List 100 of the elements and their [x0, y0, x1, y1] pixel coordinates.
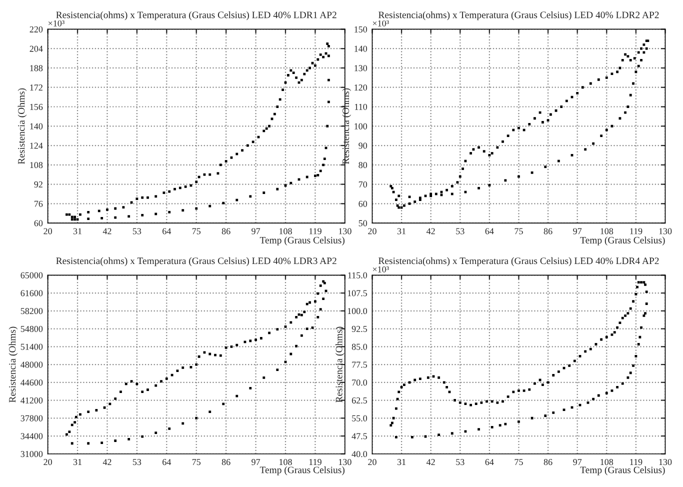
text: ×10³ [48, 20, 64, 26]
y-tick-label: 40.0 [352, 451, 368, 458]
point [87, 218, 90, 220]
x-tick-label: 130 [659, 459, 672, 466]
point [300, 314, 303, 316]
point [592, 142, 595, 145]
x-tick-label: 75 [514, 228, 523, 234]
point [128, 438, 130, 440]
point [168, 210, 171, 214]
y-tick-label: 140 [30, 123, 43, 130]
x-tick-label: 42 [102, 459, 112, 466]
chart-title: Resistencia(ohms) x Temperatura (Graus Celsius) LED 40% LDR3 AP2 [56, 257, 336, 266]
point [552, 411, 555, 414]
point [219, 354, 222, 357]
point [276, 328, 279, 331]
x-tick-label: 75 [192, 459, 201, 466]
point [303, 310, 306, 314]
x-tick-label: 119 [630, 459, 642, 466]
y-tick-label: 47.5 [352, 433, 368, 440]
x-tick-label: 42 [102, 228, 112, 234]
point [292, 72, 295, 74]
y-tick-label: 61600 [20, 290, 43, 296]
point [87, 410, 90, 414]
x-tick-label: 42 [426, 228, 435, 234]
point [219, 164, 222, 166]
point [100, 442, 104, 444]
y-tick-label: 204 [30, 46, 43, 52]
point [319, 308, 322, 311]
point [323, 158, 326, 160]
x-tick-label: 86 [544, 228, 552, 234]
point [629, 372, 632, 374]
point [530, 171, 534, 174]
point [584, 148, 587, 151]
point [642, 314, 646, 317]
x-tick-label: 31 [397, 228, 406, 234]
text: ×10³ [372, 266, 389, 272]
point [236, 344, 238, 346]
y-tick-label: 76 [34, 200, 43, 207]
point [70, 442, 74, 445]
y-tick-label: 172 [30, 84, 42, 90]
point [645, 47, 648, 50]
point [224, 346, 228, 349]
text: ×10³ [372, 20, 389, 26]
point [316, 174, 320, 176]
point [114, 397, 117, 400]
x-tick-label: 119 [630, 228, 642, 234]
point [249, 195, 252, 198]
y-tick-label: 100.0 [348, 308, 368, 314]
x-tick-label: 42 [426, 459, 435, 466]
y-tick-label: 110 [354, 104, 368, 110]
y-tick-label: 108 [30, 162, 43, 168]
x-tick-label: 31 [73, 459, 82, 466]
y-tick-label: 124 [30, 142, 43, 149]
y-tick-label: 92 [34, 181, 42, 188]
y-tick-label: 150 [354, 26, 368, 32]
x-tick-label: 75 [192, 228, 201, 234]
point [198, 355, 200, 358]
point [530, 416, 534, 420]
chart-title: Resistencia(ohms) x Temperatura (Graus Celsius) LED 40% LDR4 AP2 [378, 257, 659, 266]
y-axis-title: Resistencia (Ohms) [342, 88, 352, 164]
point [87, 210, 90, 214]
point [306, 69, 308, 72]
point [504, 422, 507, 426]
point [141, 214, 144, 216]
x-tick-label: 86 [544, 459, 552, 466]
point [252, 140, 254, 144]
point [114, 216, 117, 219]
x-tick-label: 86 [222, 459, 230, 466]
x-tick-label: 119 [309, 459, 322, 466]
chart-title: Resistencia(ohms) x Temperatura (Graus Celsius) LED 40% LDR1 AP2 [56, 11, 336, 20]
x-tick-label: 97 [252, 228, 260, 234]
y-tick-label: 188 [30, 65, 43, 72]
point [222, 402, 225, 406]
point [74, 416, 78, 418]
point [168, 190, 171, 193]
y-tick-label: 115.0 [348, 272, 368, 278]
y-tick-label: 34400 [20, 433, 43, 440]
x-tick-label: 20 [44, 459, 52, 466]
y-tick-label: 50 [358, 220, 368, 226]
point [621, 382, 624, 385]
x-tick-label: 31 [397, 459, 406, 466]
point [141, 196, 144, 199]
point [450, 432, 454, 435]
y-axis-title: Resistencia (Ohms) [335, 326, 344, 402]
y-tick-label: 31000 [20, 451, 43, 458]
x-tick-label: 53 [456, 228, 464, 234]
x-tick-label: 130 [338, 228, 352, 234]
x-tick-label: 53 [456, 459, 464, 466]
y-tick-label: 70 [358, 181, 368, 188]
point [100, 216, 104, 220]
y-tick-label: 80 [358, 162, 368, 168]
x-axis-title: Temp (Graus Celsius) [260, 236, 344, 246]
point [182, 209, 184, 212]
y-tick-label: 48000 [20, 362, 43, 368]
x-tick-label: 20 [368, 228, 376, 234]
point [629, 94, 632, 96]
point [319, 284, 322, 287]
point [322, 164, 325, 166]
y-tick-label: 92.5 [352, 326, 368, 332]
point [316, 292, 320, 295]
